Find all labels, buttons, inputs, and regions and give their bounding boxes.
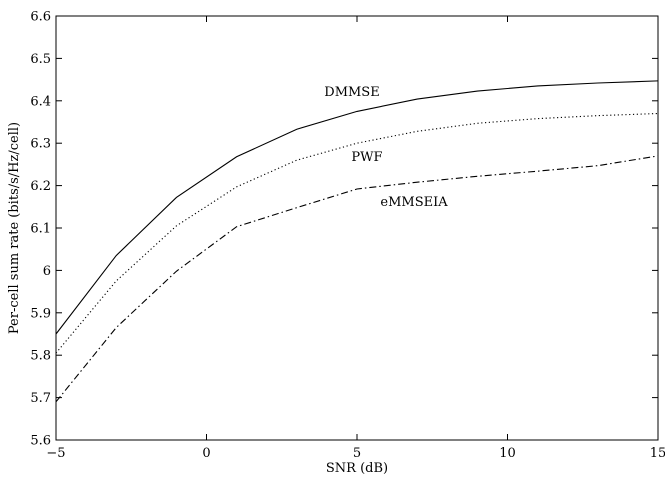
series-label-dmmse: DMMSE (324, 85, 379, 100)
y-tick-label: 5.6 (30, 434, 51, 449)
x-tick-label: 0 (202, 446, 210, 461)
y-tick-label: 6.6 (30, 10, 51, 25)
y-tick-label: 6.5 (30, 52, 51, 67)
y-axis-label: Per-cell sum rate (bits/s/Hz/cell) (7, 122, 22, 334)
series-lines (55, 80, 659, 403)
axis-ticks (55, 15, 659, 441)
y-tick-label: 6.4 (30, 94, 51, 109)
y-tick-label: 6 (43, 264, 51, 279)
y-tick-label: 5.9 (30, 306, 51, 321)
x-tick-label: 15 (650, 446, 665, 461)
x-axis-label: SNR (dB) (326, 461, 388, 476)
tick-labels: −5 0 5 10 15 5.6 5.7 5.8 5.9 6 6.1 6.2 6.3 6.4 6.5 6.6 (30, 10, 665, 462)
series-line-emmseia (55, 155, 659, 403)
y-tick-label: 6.1 (30, 222, 51, 237)
series-labels: DMMSE PWF eMMSEIA (324, 85, 448, 210)
series-line-pwf (55, 112, 659, 354)
y-tick-label: 6.3 (30, 137, 51, 152)
y-tick-label: 5.7 (30, 391, 51, 406)
series-label-pwf: PWF (351, 150, 382, 165)
y-tick-label: 5.8 (30, 349, 51, 364)
x-tick-label: 10 (499, 446, 516, 461)
plot-frame (55, 15, 659, 441)
series-label-emmseia: eMMSEIA (380, 195, 448, 210)
x-tick-label: −5 (46, 446, 65, 461)
x-tick-label: 5 (353, 446, 361, 461)
y-tick-label: 6.2 (30, 179, 51, 194)
series-line-dmmse (55, 80, 659, 335)
plot-border (55, 15, 659, 441)
